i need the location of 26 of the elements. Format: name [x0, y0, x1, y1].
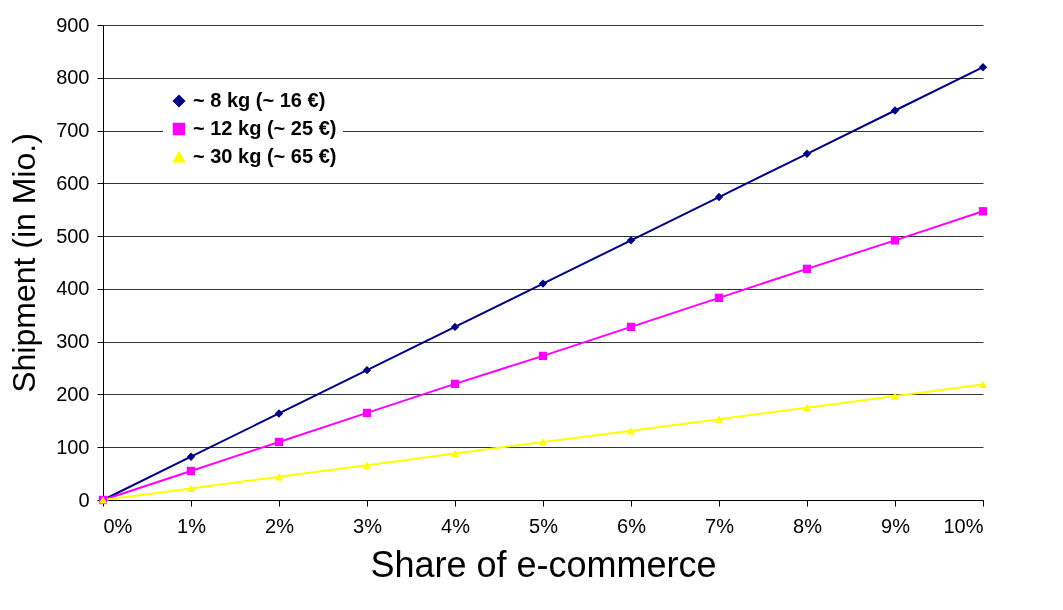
x-tick-label: 4%	[441, 514, 471, 537]
y-tick-label: 700	[56, 119, 90, 142]
x-tick-label: 7%	[705, 514, 735, 537]
x-tick-label: 2%	[265, 514, 295, 537]
legend-label: ~ 8 kg (~ 16 €)	[193, 89, 326, 111]
x-tick-label: 5%	[529, 514, 559, 537]
y-tick-label: 900	[56, 13, 90, 36]
y-tick-label: 100	[56, 435, 90, 458]
x-tick-label: 8%	[793, 514, 823, 537]
y-axis-title: Shipment (in Mio.)	[6, 133, 43, 393]
x-tick-label: 10%	[943, 514, 984, 537]
x-axis-title: Share of e-commerce	[370, 543, 717, 585]
y-tick-label: 0	[78, 488, 90, 511]
y-tick-label: 300	[56, 330, 90, 353]
y-tick-label: 600	[56, 171, 90, 194]
x-tick-label: 1%	[177, 514, 207, 537]
x-tick-label: 6%	[617, 514, 647, 537]
y-tick-label: 200	[56, 382, 90, 405]
y-tick-label: 500	[56, 224, 90, 247]
legend-label: ~ 12 kg (~ 25 €)	[193, 117, 337, 139]
x-tick-label: 9%	[881, 514, 911, 537]
y-tick-label: 800	[56, 66, 90, 89]
y-tick-label: 400	[56, 277, 90, 300]
legend-label: ~ 30 kg (~ 65 €)	[193, 145, 337, 167]
x-tick-label: 0%	[103, 514, 133, 537]
x-tick-label: 3%	[353, 514, 383, 537]
